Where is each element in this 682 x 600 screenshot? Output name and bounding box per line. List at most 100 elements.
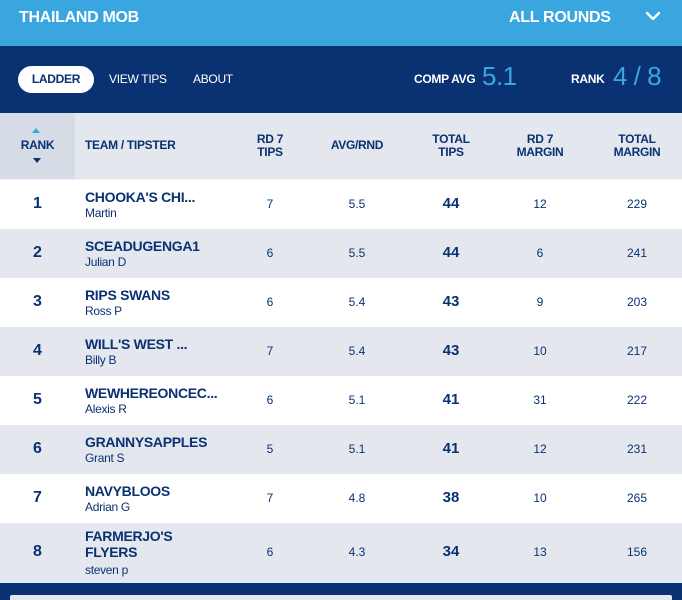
- row-avg-rnd: 5.5: [348, 197, 366, 211]
- row-rank: 1: [33, 195, 42, 212]
- row-rd-margin: 9: [536, 295, 544, 309]
- row-rd-tips: 6: [266, 295, 274, 309]
- row-avg-rnd: 5.4: [348, 344, 366, 358]
- tab-about[interactable]: ABOUT: [193, 72, 233, 86]
- nav-bar: LADDER VIEW TIPS ABOUT COMP AVG 5.1 RANK…: [0, 46, 682, 113]
- row-total-tips: 38: [442, 489, 460, 506]
- row-tipster: Grant S: [85, 451, 125, 465]
- row-team-name[interactable]: NAVYBLOOS: [85, 483, 170, 499]
- row-total-margin: 265: [626, 491, 648, 505]
- rank-sort-header[interactable]: [0, 113, 75, 179]
- row-total-margin: 217: [626, 344, 648, 358]
- column-header-avg-rnd[interactable]: AVG/RND: [330, 138, 384, 152]
- footer-bar: [0, 583, 682, 600]
- row-total-tips: 44: [442, 244, 460, 261]
- row-total-margin: 241: [626, 246, 648, 260]
- row-total-margin: 203: [626, 295, 648, 309]
- row-rd-margin: 6: [536, 246, 544, 260]
- table-row[interactable]: 7 NAVYBLOOS Adrian G 7 4.8 38 10 265: [0, 474, 682, 523]
- row-tipster: Alexis R: [85, 402, 127, 416]
- column-header-rd-margin-line1: RD 7: [526, 132, 554, 146]
- row-team-name[interactable]: WEWHEREONCEC...: [85, 385, 218, 401]
- row-avg-rnd: 4.8: [348, 491, 366, 505]
- row-rd-tips: 6: [266, 393, 274, 407]
- row-rank: 7: [33, 489, 42, 506]
- row-avg-rnd: 5.1: [348, 442, 366, 456]
- row-rd-tips: 6: [266, 246, 274, 260]
- tab-ladder[interactable]: LADDER: [18, 66, 94, 93]
- row-team-name[interactable]: FARMERJO'S FLYERS: [85, 528, 173, 560]
- row-rd-margin: 10: [533, 491, 547, 505]
- row-avg-rnd: 5.4: [348, 295, 366, 309]
- row-rd-tips: 6: [266, 545, 274, 559]
- table-row[interactable]: 3 RIPS SWANS Ross P 6 5.4 43 9 203: [0, 278, 682, 327]
- footer-panel-edge: [10, 595, 672, 600]
- column-header-rd-margin[interactable]: RD 7 MARGIN: [505, 133, 575, 159]
- row-rank: 3: [33, 293, 42, 310]
- column-header-total-tips[interactable]: TOTAL TIPS: [421, 133, 481, 159]
- column-header-total-tips-line1: TOTAL: [432, 132, 470, 146]
- row-total-tips: 34: [442, 543, 460, 560]
- row-avg-rnd: 4.3: [348, 545, 366, 559]
- row-rd-margin: 10: [533, 344, 547, 358]
- column-header-rank[interactable]: RANK: [20, 138, 55, 152]
- row-tipster: Martin: [85, 206, 117, 220]
- row-team-name[interactable]: WILL'S WEST ...: [85, 336, 188, 352]
- row-total-tips: 43: [442, 293, 460, 310]
- table-row[interactable]: 4 WILL'S WEST ... Billy B 7 5.4 43 10 21…: [0, 327, 682, 376]
- row-total-margin: 229: [626, 197, 648, 211]
- row-rank: 8: [33, 543, 42, 560]
- column-header-total-margin-line1: TOTAL: [618, 132, 656, 146]
- row-rank: 5: [33, 391, 42, 408]
- column-header-rd-margin-line2: MARGIN: [516, 145, 564, 159]
- row-rd-tips: 5: [266, 442, 274, 456]
- row-tipster: Billy B: [85, 353, 117, 367]
- row-team-name[interactable]: RIPS SWANS: [85, 287, 170, 303]
- row-rank: 2: [33, 244, 42, 261]
- row-rd-margin: 13: [533, 545, 547, 559]
- row-avg-rnd: 5.5: [348, 246, 366, 260]
- rank-value: 4 / 8: [613, 61, 662, 91]
- table-row[interactable]: 2 SCEADUGENGA1 Julian D 6 5.5 44 6 241: [0, 229, 682, 278]
- row-avg-rnd: 5.1: [348, 393, 366, 407]
- row-tipster: Adrian G: [85, 500, 130, 514]
- column-header-rd-tips-line2: TIPS: [257, 145, 283, 159]
- row-total-tips: 44: [442, 195, 460, 212]
- row-team-name[interactable]: SCEADUGENGA1: [85, 238, 200, 254]
- row-rd-margin: 31: [533, 393, 547, 407]
- row-tipster: Julian D: [85, 255, 126, 269]
- column-header-rd-tips-line1: RD 7: [256, 132, 284, 146]
- table-row[interactable]: 5 WEWHEREONCEC... Alexis R 6 5.1 41 31 2…: [0, 376, 682, 425]
- chevron-down-icon[interactable]: [644, 10, 662, 24]
- column-header-total-tips-line2: TIPS: [438, 145, 464, 159]
- row-total-tips: 43: [442, 342, 460, 359]
- comp-avg-label: COMP AVG: [414, 72, 476, 86]
- table-row[interactable]: 1 CHOOKA'S CHI... Martin 7 5.5 44 12 229: [0, 180, 682, 229]
- table-row[interactable]: 8 FARMERJO'S FLYERS steven p 6 4.3 34 13…: [0, 523, 682, 583]
- comp-avg-value: 5.1: [482, 61, 517, 91]
- row-rank: 4: [33, 342, 42, 359]
- row-total-tips: 41: [442, 391, 460, 408]
- column-header-total-margin-line2: MARGIN: [613, 145, 661, 159]
- row-total-margin: 231: [626, 442, 648, 456]
- row-total-margin: 222: [626, 393, 648, 407]
- row-tipster: Ross P: [85, 304, 122, 318]
- row-rd-tips: 7: [266, 491, 274, 505]
- row-rd-tips: 7: [266, 197, 274, 211]
- column-header-total-margin[interactable]: TOTAL MARGIN: [600, 133, 674, 159]
- row-team-name[interactable]: CHOOKA'S CHI...: [85, 189, 196, 205]
- table-row[interactable]: 6 GRANNYSAPPLES Grant S 5 5.1 41 12 231: [0, 425, 682, 474]
- sort-descending-icon: [33, 158, 41, 163]
- top-bar: THAILAND MOB ALL ROUNDS: [0, 0, 682, 46]
- row-team-name[interactable]: GRANNYSAPPLES: [85, 434, 208, 450]
- row-rd-margin: 12: [533, 197, 547, 211]
- tab-view-tips[interactable]: VIEW TIPS: [109, 72, 167, 86]
- column-header-rd-tips[interactable]: RD 7 TIPS: [240, 133, 300, 159]
- row-rd-tips: 7: [266, 344, 274, 358]
- rounds-dropdown[interactable]: ALL ROUNDS: [509, 9, 611, 26]
- column-header-team[interactable]: TEAM / TIPSTER: [85, 138, 176, 152]
- row-rd-margin: 12: [533, 442, 547, 456]
- row-total-tips: 41: [442, 440, 460, 457]
- competition-name: THAILAND MOB: [19, 9, 139, 26]
- ladder-table-header: RANK TEAM / TIPSTER RD 7 TIPS AVG/RND TO…: [0, 113, 682, 179]
